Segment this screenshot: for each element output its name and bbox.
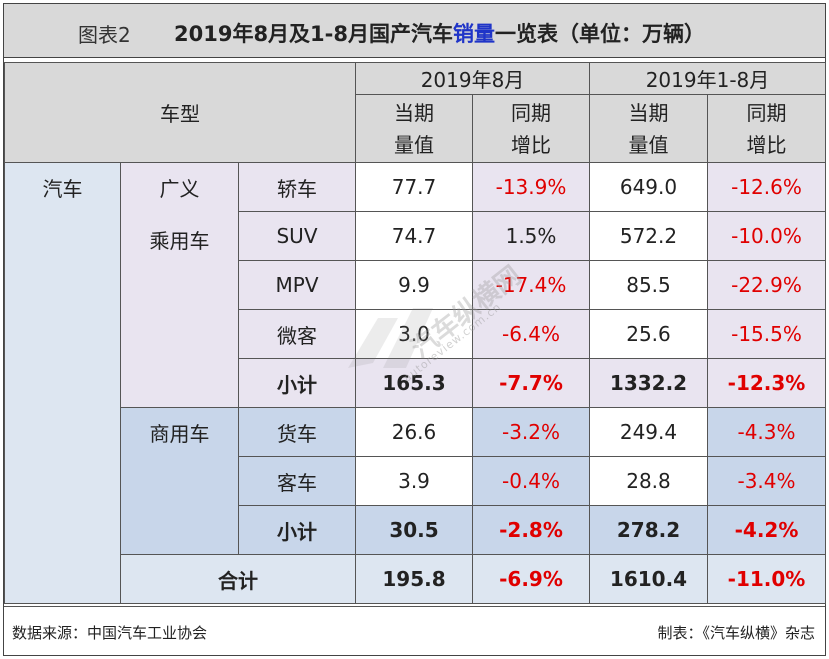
header-current-l1: 当期 xyxy=(628,100,669,125)
cell-aug-yoy: -3.2% xyxy=(472,407,590,457)
table-row: 汽车 广义乘用车 轿车 77.7 -13.9% 649.0 -12.6% xyxy=(4,162,826,604)
category-passenger-l1: 广义 xyxy=(159,177,200,201)
header-current-l2: 量值 xyxy=(394,132,434,157)
cell-ytd-value: 85.5 xyxy=(589,260,708,310)
title-highlight: 销量 xyxy=(453,22,495,46)
category-auto-label: 汽车 xyxy=(42,177,83,201)
data-source: 数据来源：中国汽车工业协会 xyxy=(12,624,208,642)
title-prefix: 2019年8月及1-8月国产汽车 xyxy=(174,22,453,46)
cell-aug-yoy: -6.4% xyxy=(472,309,590,359)
table-credit: 制表：《汽车纵横》杂志 xyxy=(657,624,815,642)
header-vehicle-type: 车型 xyxy=(4,62,356,163)
sales-table: 车型 2019年8月 2019年1-8月 当期量值 同期增比 当期量值 同期增比… xyxy=(4,62,826,604)
cell-ytd-yoy: -12.6% xyxy=(707,162,826,212)
header-yoy-l2: 增比 xyxy=(746,132,787,157)
cell-aug-yoy: -13.9% xyxy=(472,162,590,212)
cell-ytd-yoy: -4.2% xyxy=(707,505,826,555)
header-period-aug: 2019年8月 xyxy=(355,62,590,95)
cell-ytd-yoy: -10.0% xyxy=(707,211,826,261)
cell-ytd-yoy: -15.5% xyxy=(707,309,826,359)
cell-aug-value: 195.8 xyxy=(355,554,473,604)
cell-ytd-value: 572.2 xyxy=(589,211,708,261)
row-name-total: 合计 xyxy=(120,554,356,604)
table-row: 商用车 货车 26.6 -3.2% 249.4 -4.3% xyxy=(5,407,826,555)
row-name-bus: 客车 xyxy=(238,456,356,506)
table-row: 小计 30.5 -2.8% 278.2 -4.2% xyxy=(5,505,826,555)
header-current-l1: 当期 xyxy=(394,100,434,125)
category-passenger-l2: 乘用车 xyxy=(149,229,210,253)
cell-aug-value: 165.3 xyxy=(355,358,473,408)
row-name-mpv: MPV xyxy=(238,260,356,310)
header-aug-current: 当期 量值 xyxy=(355,94,473,163)
cell-ytd-value: 1610.4 xyxy=(589,554,708,604)
cell-ytd-yoy: -3.4% xyxy=(707,456,826,506)
cell-aug-yoy: -17.4% xyxy=(472,260,590,310)
row-name-minibus: 微客 xyxy=(238,309,356,359)
row-name-sedan: 轿车 xyxy=(238,162,356,212)
title-suffix: 一览表（单位：万辆） xyxy=(495,22,705,46)
table-frame xyxy=(3,3,826,656)
table-row: 合计 195.8 -6.9% 1610.4 -11.0% xyxy=(5,554,826,604)
table-row: 微客 3.0 -6.4% 25.6 -15.5% xyxy=(5,309,826,359)
header-ytd-yoy: 同期 增比 xyxy=(707,94,826,163)
cell-ytd-value: 249.4 xyxy=(589,407,708,457)
row-name-suv: SUV xyxy=(238,211,356,261)
cell-aug-value: 3.9 xyxy=(355,456,473,506)
footer-divider xyxy=(4,606,825,607)
header-current-l2: 量值 xyxy=(628,132,669,157)
figure-label: 图表2 xyxy=(78,23,131,47)
category-passenger: 广义 乘用车 xyxy=(120,162,239,408)
header-period-ytd: 2019年1-8月 xyxy=(589,62,826,95)
cell-aug-value: 77.7 xyxy=(355,162,473,212)
header-ytd-current: 当期 量值 xyxy=(589,94,708,163)
row-name-truck: 货车 xyxy=(238,407,356,457)
cell-ytd-value: 278.2 xyxy=(589,505,708,555)
cell-ytd-value: 1332.2 xyxy=(589,358,708,408)
row-name-commercial-subtotal: 小计 xyxy=(238,505,356,555)
cell-ytd-value: 28.8 xyxy=(589,456,708,506)
cell-aug-yoy: -0.4% xyxy=(472,456,590,506)
table-title: 2019年8月及1-8月国产汽车销量一览表（单位：万辆） xyxy=(174,18,705,48)
cell-ytd-value: 649.0 xyxy=(589,162,708,212)
header-aug-yoy: 同期 增比 xyxy=(472,94,590,163)
cell-aug-yoy: -6.9% xyxy=(472,554,590,604)
cell-ytd-value: 25.6 xyxy=(589,309,708,359)
cell-ytd-yoy: -11.0% xyxy=(707,554,826,604)
cell-ytd-yoy: -12.3% xyxy=(707,358,826,408)
cell-aug-yoy: 1.5% xyxy=(472,211,590,261)
header-yoy-l1: 同期 xyxy=(746,100,787,125)
cell-aug-value: 30.5 xyxy=(355,505,473,555)
header-yoy-l2: 增比 xyxy=(511,132,551,157)
table-row: SUV 74.7 1.5% 572.2 -10.0% xyxy=(5,211,826,261)
cell-aug-yoy: -2.8% xyxy=(472,505,590,555)
category-commercial: 商用车 xyxy=(120,407,239,555)
category-auto: 汽车 xyxy=(4,162,121,604)
cell-aug-value: 74.7 xyxy=(355,211,473,261)
title-bar: 图表2 2019年8月及1-8月国产汽车销量一览表（单位：万辆） xyxy=(4,4,825,58)
cell-aug-value: 9.9 xyxy=(355,260,473,310)
cell-ytd-yoy: -22.9% xyxy=(707,260,826,310)
table-row: 小计 165.3 -7.7% 1332.2 -12.3% xyxy=(5,358,826,408)
category-commercial-label: 商用车 xyxy=(149,422,210,446)
row-name-passenger-subtotal: 小计 xyxy=(238,358,356,408)
cell-aug-yoy: -7.7% xyxy=(472,358,590,408)
cell-aug-value: 26.6 xyxy=(355,407,473,457)
cell-aug-value: 3.0 xyxy=(355,309,473,359)
cell-ytd-yoy: -4.3% xyxy=(707,407,826,457)
header-yoy-l1: 同期 xyxy=(511,100,551,125)
table-row: MPV 9.9 -17.4% 85.5 -22.9% xyxy=(5,260,826,310)
